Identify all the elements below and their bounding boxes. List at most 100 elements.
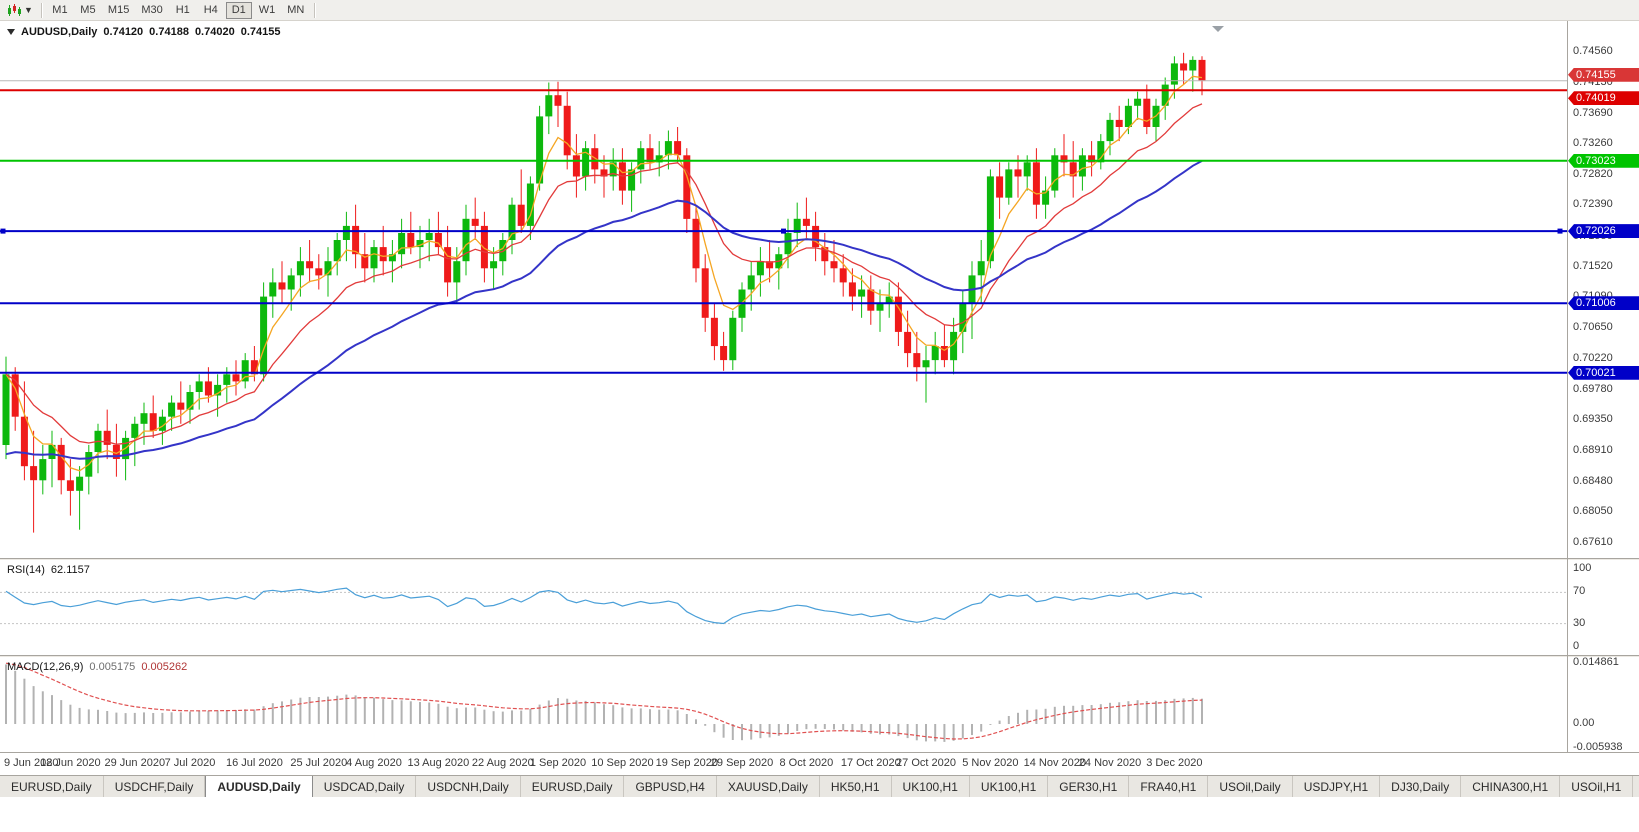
chart-tab-usdjpy-h1[interactable]: USDJPY,H1 (1293, 776, 1381, 797)
date-tick: 13 Aug 2020 (407, 757, 470, 769)
chart-tab-ger30-h1[interactable]: GER30,H1 (1048, 776, 1130, 797)
price-tag-0.74019: 0.74019 (1568, 91, 1639, 106)
timeframe-button-mn[interactable]: MN (287, 4, 305, 16)
date-tick: 29 Jun 2020 (104, 757, 166, 769)
rsi-line (5, 587, 1203, 625)
price-tick: 0.70650 (1573, 321, 1613, 334)
chart-tab-xauusd-daily[interactable]: XAUUSD,Daily (717, 776, 820, 797)
ma-slow (5, 160, 1203, 460)
price-tick: 0.73260 (1573, 136, 1613, 149)
price-tick: 0.70220 (1573, 351, 1613, 364)
symbol-menu-icon[interactable] (7, 29, 15, 35)
date-tick: 4 Aug 2020 (346, 757, 402, 769)
chart-tab-gbpusd-h4[interactable]: GBPUSD,H4 (624, 776, 717, 797)
date-tick: 25 Jul 2020 (290, 757, 348, 769)
rsi-panel[interactable] (0, 561, 1567, 655)
macd-signal-line (5, 662, 1203, 740)
ma-fast (5, 75, 1203, 472)
timeframe-button-h1[interactable]: H1 (175, 4, 190, 16)
time-axis-border (0, 752, 1639, 753)
price-tag-0.70021: 0.70021 (1568, 365, 1639, 380)
price-tick: 0.72820 (1573, 168, 1613, 180)
macd-signal-value: 0.005262 (141, 661, 188, 673)
price-tick: 0.71520 (1573, 259, 1613, 272)
price-tick: 0.69780 (1573, 382, 1613, 395)
price-tick: 0.67610 (1573, 536, 1613, 549)
rsi-axis-label: 100 (1573, 562, 1592, 574)
timeframe-buttons: M1 M5 M15 M30 H1 H4 D1 W1 MN (47, 1, 309, 19)
date-tick: 22 Aug 2020 (471, 757, 534, 769)
chart-tab-uk100-h1[interactable]: UK100,H1 (970, 776, 1049, 797)
chart-type-button[interactable]: ▼ (4, 1, 36, 19)
price-axis-border (1567, 21, 1568, 752)
panel-divider[interactable] (0, 655, 1639, 658)
rsi-axis-label: 0 (1573, 640, 1580, 652)
macd-axis-label: 0.014861 (1573, 655, 1619, 668)
rsi-value: 62.1157 (50, 564, 90, 576)
ma-medium (5, 103, 1203, 445)
price-tag-0.74155: 0.74155 (1568, 67, 1639, 82)
price-tick: 0.68050 (1573, 505, 1613, 518)
price-tick: 0.69350 (1573, 413, 1613, 426)
date-tick: 18 Jun 2020 (40, 757, 101, 769)
chart-tab-usoil-daily[interactable]: USOil,Daily (1208, 776, 1293, 797)
chart-tab-eurusd-daily[interactable]: EURUSD,Daily (0, 776, 104, 797)
date-tick: 1 Sep 2020 (529, 757, 587, 769)
chart-high: 0.74188 (149, 26, 189, 38)
timeframe-button-m5[interactable]: M5 (80, 4, 96, 16)
chart-tab-eurusd-daily[interactable]: EURUSD,Daily (521, 776, 625, 797)
price-chart-panel[interactable] (0, 21, 1567, 558)
price-tick: 0.68910 (1573, 444, 1613, 457)
price-tag-0.73023: 0.73023 (1568, 153, 1639, 168)
rsi-axis-label: 30 (1573, 616, 1586, 629)
chart-area[interactable]: AUDUSD,Daily 0.74120 0.74188 0.74020 0.7… (0, 21, 1639, 775)
timeframe-button-h4[interactable]: H4 (203, 4, 218, 16)
toolbar-separator (40, 2, 42, 18)
chart-open: 0.74120 (103, 26, 144, 38)
panel-divider[interactable] (0, 558, 1639, 561)
date-tick: 3 Dec 2020 (1146, 757, 1203, 769)
macd-histogram (5, 664, 1203, 742)
price-tick: 0.73690 (1573, 106, 1613, 119)
chart-tab-china300-h1[interactable]: CHINA300,H1 (1461, 776, 1561, 797)
timeframe-button-m1[interactable]: M1 (52, 4, 68, 16)
timeframe-toolbar: ▼ M1 M5 M15 M30 H1 H4 D1 W1 MN (0, 0, 1639, 21)
candlestick-chart-icon (8, 4, 21, 16)
price-tick: 0.74560 (1573, 45, 1613, 58)
timeframe-button-m30[interactable]: M30 (141, 4, 163, 16)
chart-tab-uk100-h1[interactable]: UK100,H1 (892, 776, 970, 797)
date-tick: 27 Oct 2020 (896, 757, 956, 769)
candles (2, 52, 1206, 533)
macd-panel[interactable] (0, 658, 1567, 752)
rsi-label: RSI(14) 62.1157 (7, 564, 90, 576)
chart-tab-usdcnh-daily[interactable]: USDCNH,Daily (416, 776, 521, 797)
rsi-axis-label: 70 (1573, 585, 1586, 598)
chart-tab-dj30-daily[interactable]: DJ30,Daily (1380, 776, 1462, 797)
date-tick: 17 Oct 2020 (840, 757, 901, 769)
chart-symbol-period: AUDUSD,Daily (21, 26, 98, 38)
chart-title: AUDUSD,Daily 0.74120 0.74188 0.74020 0.7… (7, 26, 280, 38)
toolbar-separator (314, 2, 316, 18)
chart-tab-usdchf-daily[interactable]: USDCHF,Daily (104, 776, 206, 797)
chart-tab-usdcad-daily[interactable]: USDCAD,Daily (313, 776, 417, 797)
chart-tab-fra40-h1[interactable]: FRA40,H1 (1129, 776, 1209, 797)
price-tick: 0.72390 (1573, 198, 1613, 211)
macd-axis-label: 0.00 (1573, 717, 1595, 729)
timeframe-button-d1[interactable]: D1 (225, 1, 252, 19)
timeframe-button-m15[interactable]: M15 (107, 4, 130, 16)
chart-tab-usoil-h1[interactable]: USOil,H1 (1560, 776, 1634, 797)
macd-main-value: 0.005175 (89, 661, 136, 673)
timeframe-button-w1[interactable]: W1 (258, 4, 276, 16)
chart-shift-marker-icon[interactable] (1212, 26, 1224, 32)
chart-close: 0.74155 (240, 26, 281, 38)
status-area (0, 797, 1639, 832)
chart-tab-audusd-daily[interactable]: AUDUSD,Daily (205, 776, 313, 797)
chart-tabs-bar: EURUSD,Daily USDCHF,Daily AUDUSD,Daily USDC… (0, 775, 1639, 797)
price-tag-0.71006: 0.71006 (1568, 296, 1639, 311)
date-tick: 19 Sep 2020 (655, 757, 718, 769)
date-tick: 8 Oct 2020 (779, 757, 834, 769)
date-tick: 29 Sep 2020 (710, 757, 774, 769)
rsi-name: RSI(14) (7, 564, 45, 576)
chart-tab-hk50-h1[interactable]: HK50,H1 (820, 776, 892, 797)
